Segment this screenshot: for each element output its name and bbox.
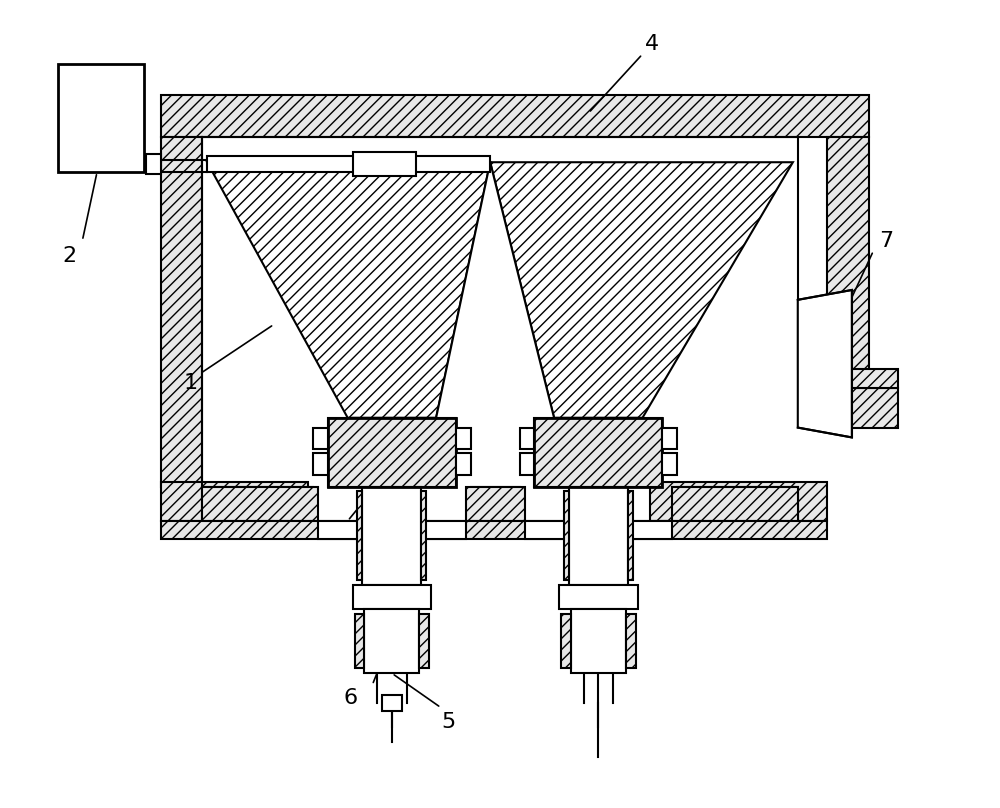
Bar — [677, 486, 798, 521]
Bar — [626, 614, 636, 668]
Text: 2: 2 — [62, 246, 77, 266]
Bar — [419, 614, 429, 668]
Bar — [202, 137, 798, 486]
Bar — [525, 521, 672, 539]
Bar — [520, 427, 534, 449]
Bar — [382, 695, 402, 711]
Bar — [672, 486, 798, 521]
Bar — [58, 64, 144, 172]
Bar — [161, 482, 308, 521]
Bar — [456, 427, 471, 449]
Bar — [466, 486, 525, 521]
Bar — [328, 418, 456, 486]
Bar — [161, 137, 202, 486]
Bar — [207, 156, 490, 172]
Bar — [827, 368, 898, 389]
Polygon shape — [490, 162, 793, 418]
Bar — [313, 453, 328, 475]
Bar — [534, 418, 662, 486]
Text: 7: 7 — [879, 231, 893, 250]
Bar — [362, 486, 421, 585]
Bar — [520, 453, 534, 475]
Bar — [561, 614, 571, 668]
Bar — [313, 427, 328, 449]
Polygon shape — [436, 162, 554, 418]
Text: 4: 4 — [645, 34, 659, 54]
Bar — [456, 453, 471, 475]
Bar — [355, 614, 364, 668]
Bar — [202, 486, 313, 521]
Bar — [571, 609, 626, 673]
Bar — [559, 585, 638, 609]
Bar — [202, 486, 318, 521]
Bar — [161, 95, 869, 137]
Text: 1: 1 — [183, 373, 197, 393]
Bar — [650, 482, 827, 521]
Bar — [827, 137, 869, 389]
Bar — [328, 418, 456, 486]
Bar — [421, 491, 426, 580]
Bar — [353, 585, 431, 609]
Bar — [534, 418, 662, 486]
Bar — [364, 609, 419, 673]
Bar — [569, 486, 628, 585]
Text: 5: 5 — [442, 713, 456, 732]
Bar — [662, 453, 677, 475]
Bar — [471, 486, 520, 521]
Bar — [628, 491, 633, 580]
Polygon shape — [798, 290, 852, 437]
Bar — [146, 154, 161, 174]
Bar — [827, 389, 898, 427]
Polygon shape — [207, 162, 490, 418]
Text: 6: 6 — [344, 688, 358, 708]
Bar — [318, 521, 466, 539]
Bar — [662, 427, 677, 449]
Bar — [353, 153, 416, 176]
Bar — [564, 491, 569, 580]
Text: 3: 3 — [334, 521, 348, 541]
Bar — [357, 491, 362, 580]
Bar — [161, 521, 827, 539]
